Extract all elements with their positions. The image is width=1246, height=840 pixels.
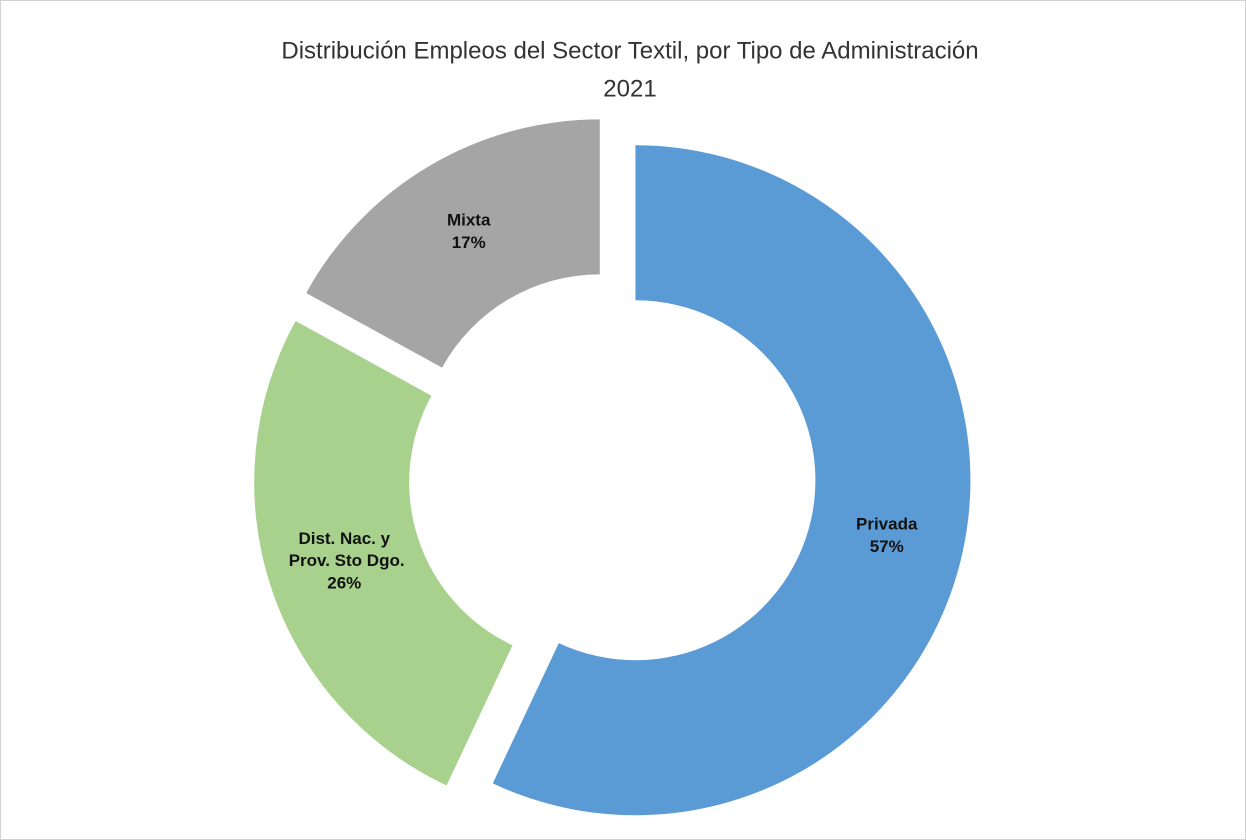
category-label: Mixta xyxy=(447,211,491,230)
donut-slice xyxy=(254,321,513,786)
donut-slice xyxy=(306,119,600,368)
chart-subtitle: 2021 xyxy=(603,75,656,102)
value-label: 26% xyxy=(327,573,361,592)
category-label: Dist. Nac. y Prov. Sto Dgo. xyxy=(284,529,405,570)
value-label: 57% xyxy=(870,537,904,556)
donut-slice xyxy=(492,145,971,816)
category-label: Privada xyxy=(856,515,918,534)
value-label: 17% xyxy=(452,233,486,252)
chart-title: Distribución Empleos del Sector Textil, … xyxy=(281,37,978,64)
